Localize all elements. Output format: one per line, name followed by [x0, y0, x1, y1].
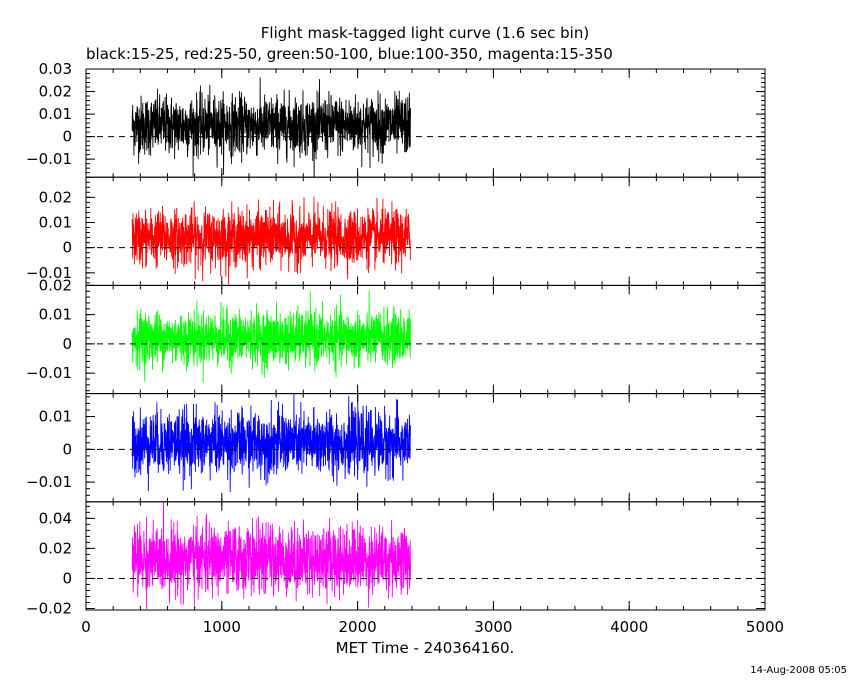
- chart-title: Flight mask-tagged light curve (1.6 sec …: [261, 24, 589, 42]
- y-tick-label: 0: [62, 128, 72, 146]
- series-15-25: [131, 77, 412, 178]
- y-tick-label: 0: [62, 239, 72, 257]
- y-tick-label: 0: [62, 335, 72, 353]
- y-tick-label: 0.02: [39, 276, 72, 294]
- y-tick-label: −0.01: [26, 473, 72, 491]
- x-axis: 0 1000 2000 3000 4000 5000: [81, 618, 784, 636]
- y-tick-label: 0.01: [39, 408, 72, 426]
- x-tick-label: 0: [81, 618, 91, 636]
- y-tick-label: 0.02: [39, 539, 72, 557]
- y-tick-label: −0.01: [26, 150, 72, 168]
- y-tick-label: −0.01: [26, 364, 72, 382]
- chart-subtitle: black:15-25, red:25-50, green:50-100, bl…: [86, 45, 613, 63]
- y-tick-label: 0: [62, 440, 72, 458]
- series-15-350: [131, 501, 412, 609]
- panel-frame: [85, 284, 766, 395]
- timestamp: 14-Aug-2008 05:05: [750, 665, 847, 676]
- panel-50-100: −0.01 0 0.01 0.02: [26, 276, 766, 395]
- y-tick-label: 0.02: [39, 188, 72, 206]
- y-tick-label: −0.01: [26, 264, 72, 282]
- panel-15-350: −0.02 0 0.02 0.04: [26, 501, 766, 617]
- panel-100-350: −0.01 0 0.01: [26, 393, 766, 503]
- x-tick-label: 2000: [339, 618, 377, 636]
- x-tick-label: 1000: [203, 618, 241, 636]
- y-tick-label: 0.01: [39, 213, 72, 231]
- series-25-50: [131, 196, 412, 286]
- y-tick-label: 0: [62, 569, 72, 587]
- x-tick-label: 3000: [474, 618, 512, 636]
- y-tick-label: 0.01: [39, 105, 72, 123]
- series-100-350: [131, 393, 412, 492]
- panel-15-25: −0.01 0 0.01 0.02 0.03: [26, 60, 766, 178]
- y-tick-label: 0.01: [39, 306, 72, 324]
- x-axis-label: MET Time - 240364160.: [336, 639, 515, 657]
- series-50-100: [131, 290, 411, 383]
- panel-25-50: −0.01 0 0.01 0.02: [26, 176, 766, 286]
- y-tick-label: 0.03: [39, 60, 72, 78]
- panel-frame: [85, 501, 766, 611]
- y-tick-label: −0.02: [26, 599, 72, 617]
- y-tick-label: 0.04: [39, 509, 72, 527]
- panels: −0.0100.010.020.03−0.0100.010.02−0.0100.…: [26, 60, 766, 617]
- y-tick-label: 0.02: [39, 83, 72, 101]
- x-tick-label: 4000: [610, 618, 648, 636]
- x-tick-label: 5000: [746, 618, 784, 636]
